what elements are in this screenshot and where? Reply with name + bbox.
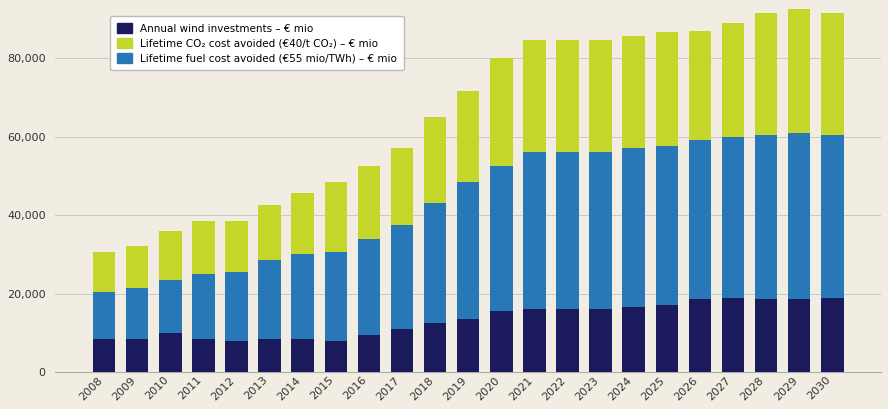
Bar — [291, 339, 314, 372]
Bar — [192, 339, 215, 372]
Bar — [722, 297, 744, 372]
Bar — [358, 238, 380, 335]
Bar — [722, 137, 744, 297]
Bar — [457, 182, 480, 319]
Bar — [490, 311, 512, 372]
Bar — [755, 135, 777, 299]
Bar — [424, 203, 447, 323]
Bar — [788, 9, 811, 133]
Bar — [821, 297, 844, 372]
Bar — [226, 221, 248, 272]
Bar — [324, 182, 347, 252]
Bar — [655, 306, 678, 372]
Bar — [688, 299, 711, 372]
Bar — [192, 221, 215, 274]
Bar — [424, 323, 447, 372]
Bar — [556, 40, 579, 152]
Bar — [688, 140, 711, 299]
Bar — [622, 148, 645, 307]
Bar — [324, 341, 347, 372]
Legend: Annual wind investments – € mio, Lifetime CO₂ cost avoided (€40/t CO₂) – € mio, : Annual wind investments – € mio, Lifetim… — [110, 16, 404, 70]
Bar — [523, 152, 545, 309]
Bar — [590, 40, 612, 152]
Bar — [424, 117, 447, 203]
Bar — [755, 299, 777, 372]
Bar — [126, 288, 148, 339]
Bar — [688, 31, 711, 140]
Bar — [126, 339, 148, 372]
Bar — [622, 36, 645, 148]
Bar — [622, 307, 645, 372]
Bar — [490, 58, 512, 166]
Bar — [159, 333, 181, 372]
Bar — [655, 146, 678, 306]
Bar — [159, 231, 181, 280]
Bar — [291, 254, 314, 339]
Bar — [722, 22, 744, 137]
Bar — [523, 40, 545, 152]
Bar — [358, 335, 380, 372]
Bar — [821, 13, 844, 135]
Bar — [457, 319, 480, 372]
Bar — [490, 166, 512, 311]
Bar — [93, 339, 115, 372]
Bar — [126, 247, 148, 288]
Bar — [226, 341, 248, 372]
Bar — [523, 309, 545, 372]
Bar — [457, 91, 480, 182]
Bar — [821, 135, 844, 297]
Bar — [556, 309, 579, 372]
Bar — [391, 148, 413, 225]
Bar — [590, 309, 612, 372]
Bar — [788, 299, 811, 372]
Bar — [226, 272, 248, 341]
Bar — [258, 339, 281, 372]
Bar — [358, 166, 380, 238]
Bar — [788, 133, 811, 299]
Bar — [258, 205, 281, 260]
Bar — [755, 13, 777, 135]
Bar — [159, 280, 181, 333]
Bar — [93, 292, 115, 339]
Bar — [655, 32, 678, 146]
Bar — [556, 152, 579, 309]
Bar — [258, 260, 281, 339]
Bar — [192, 274, 215, 339]
Bar — [291, 193, 314, 254]
Bar — [93, 252, 115, 292]
Bar — [590, 152, 612, 309]
Bar — [324, 252, 347, 341]
Bar — [391, 329, 413, 372]
Bar — [391, 225, 413, 329]
